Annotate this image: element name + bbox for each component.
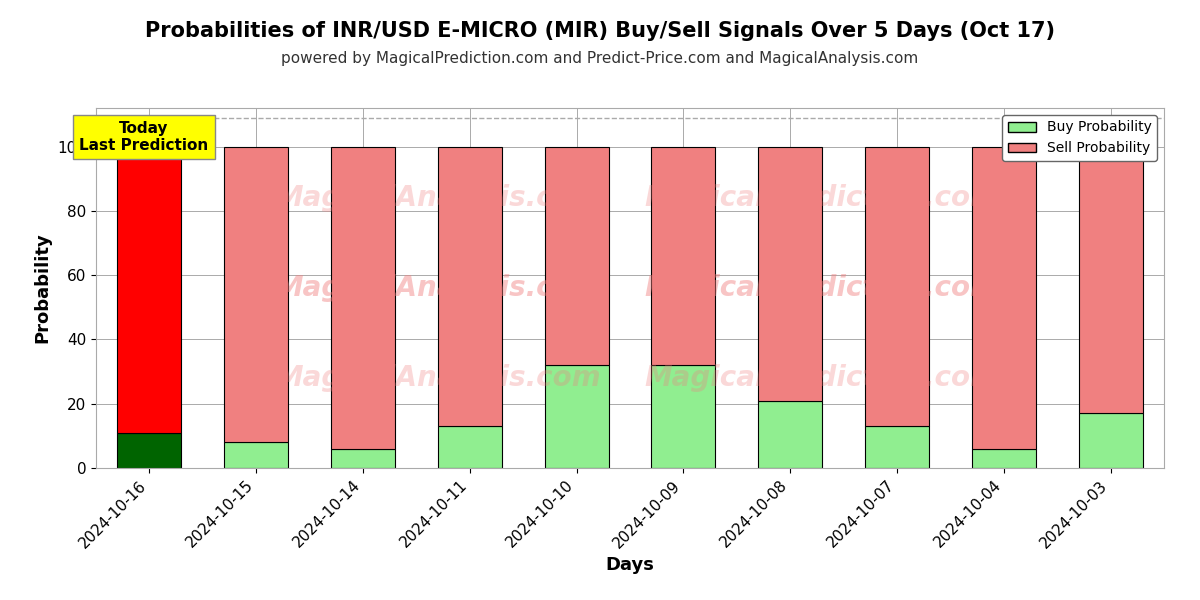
Text: Today
Last Prediction: Today Last Prediction	[79, 121, 209, 153]
Text: MagicalAnalysis.com: MagicalAnalysis.com	[275, 364, 600, 392]
Text: MagicalPrediction.com: MagicalPrediction.com	[644, 364, 1000, 392]
Bar	[545, 146, 608, 365]
Text: Probabilities of INR/USD E-MICRO (MIR) Buy/Sell Signals Over 5 Days (Oct 17): Probabilities of INR/USD E-MICRO (MIR) B…	[145, 21, 1055, 41]
Bar	[652, 146, 715, 365]
Y-axis label: Probability: Probability	[34, 233, 52, 343]
Text: MagicalPrediction.com: MagicalPrediction.com	[644, 274, 1000, 302]
Bar	[758, 401, 822, 468]
Bar	[438, 146, 502, 426]
Legend: Buy Probability, Sell Probability: Buy Probability, Sell Probability	[1002, 115, 1157, 161]
Bar	[224, 442, 288, 468]
Text: MagicalAnalysis.com: MagicalAnalysis.com	[275, 184, 600, 212]
Bar	[331, 146, 395, 449]
Bar	[865, 146, 929, 426]
X-axis label: Days: Days	[606, 556, 654, 574]
Text: MagicalAnalysis.com: MagicalAnalysis.com	[275, 274, 600, 302]
Bar	[438, 426, 502, 468]
Text: MagicalPrediction.com: MagicalPrediction.com	[644, 184, 1000, 212]
Bar	[652, 365, 715, 468]
Bar	[331, 449, 395, 468]
Bar	[545, 365, 608, 468]
Text: powered by MagicalPrediction.com and Predict-Price.com and MagicalAnalysis.com: powered by MagicalPrediction.com and Pre…	[281, 51, 919, 66]
Bar	[224, 146, 288, 442]
Bar	[1079, 146, 1142, 413]
Bar	[1079, 413, 1142, 468]
Bar	[972, 146, 1036, 449]
Bar	[118, 146, 181, 433]
Bar	[865, 426, 929, 468]
Bar	[972, 449, 1036, 468]
Bar	[758, 146, 822, 401]
Bar	[118, 433, 181, 468]
